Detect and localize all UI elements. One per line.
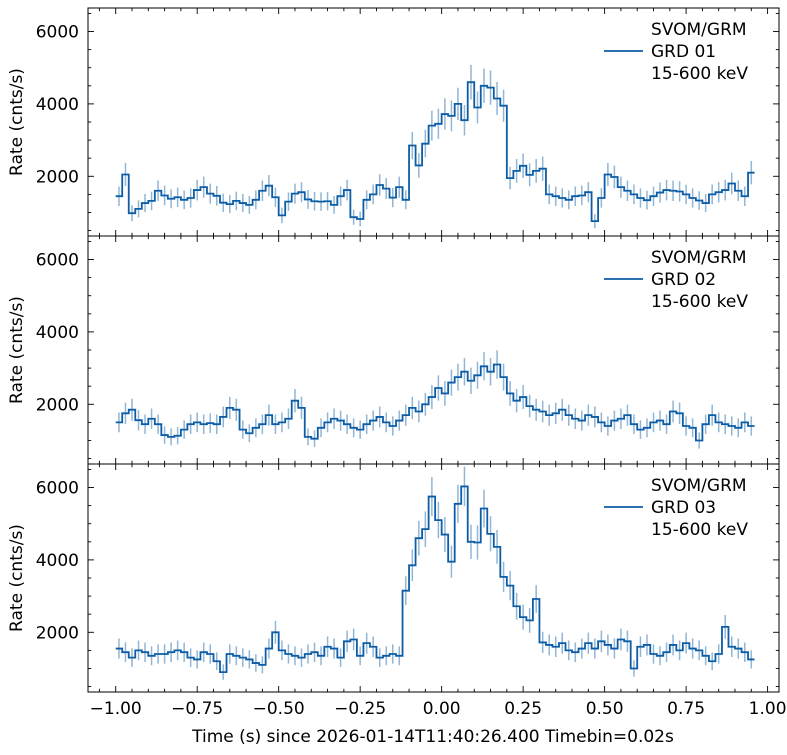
legend-energy-label: 15-600 keV [651, 520, 748, 540]
x-tick-label: 0.75 [667, 699, 705, 719]
step-line-grd02 [115, 363, 755, 442]
legend-detector-label: GRD 03 [651, 498, 716, 518]
step-line-grd01 [115, 81, 755, 223]
ticks-grd02 [88, 236, 779, 464]
y-tick-label: 6000 [36, 23, 79, 43]
y-tick-label: 6000 [36, 479, 79, 499]
x-tick-label: 1.00 [749, 699, 787, 719]
error-bars-grd01 [118, 64, 753, 229]
y-tick-label: 4000 [36, 95, 79, 115]
legend-detector-label: GRD 02 [651, 270, 716, 290]
y-tick-label: 2000 [36, 395, 79, 415]
x-tick-label: 0.50 [586, 699, 624, 719]
y-axis-label-grd02: Rate (cnts/s) [7, 296, 27, 404]
y-tick-label: 6000 [36, 251, 79, 271]
legend-mission-label: SVOM/GRM [651, 476, 747, 496]
x-tick-label: 0.25 [504, 699, 542, 719]
y-tick-label: 2000 [36, 623, 79, 643]
legend-mission-label: SVOM/GRM [651, 20, 747, 40]
panel-frame-grd03 [87, 463, 780, 693]
legend-detector-label: GRD 01 [651, 42, 716, 62]
legend-energy-label: 15-600 keV [651, 292, 748, 312]
panel-grd03: 2000 4000 6000 −1.00 −0.75 −0.50 −0.25 0.00 0.25… [36, 463, 787, 719]
ticks-grd01 [88, 8, 779, 236]
ticks-grd03 [88, 464, 779, 692]
legend-energy-label: 15-600 keV [651, 64, 748, 84]
x-tick-label: −0.50 [253, 699, 305, 719]
legend-mission-label: SVOM/GRM [651, 248, 747, 268]
x-tick-label: −1.00 [90, 699, 142, 719]
x-tick-label: 0.00 [423, 699, 461, 719]
y-tick-label: 2000 [36, 167, 79, 187]
y-tick-label: 4000 [36, 323, 79, 343]
x-tick-label: −0.25 [334, 699, 386, 719]
y-tick-label: 4000 [36, 551, 79, 571]
step-line-grd03 [115, 485, 755, 673]
error-bars-grd02 [118, 350, 753, 449]
y-axis-label-grd03: Rate (cnts/s) [7, 524, 27, 632]
y-axis-label-grd01: Rate (cnts/s) [7, 68, 27, 176]
x-tick-label: −0.75 [171, 699, 223, 719]
x-axis-label: Time (s) since 2026-01-14T11:40:26.400 T… [191, 727, 674, 747]
